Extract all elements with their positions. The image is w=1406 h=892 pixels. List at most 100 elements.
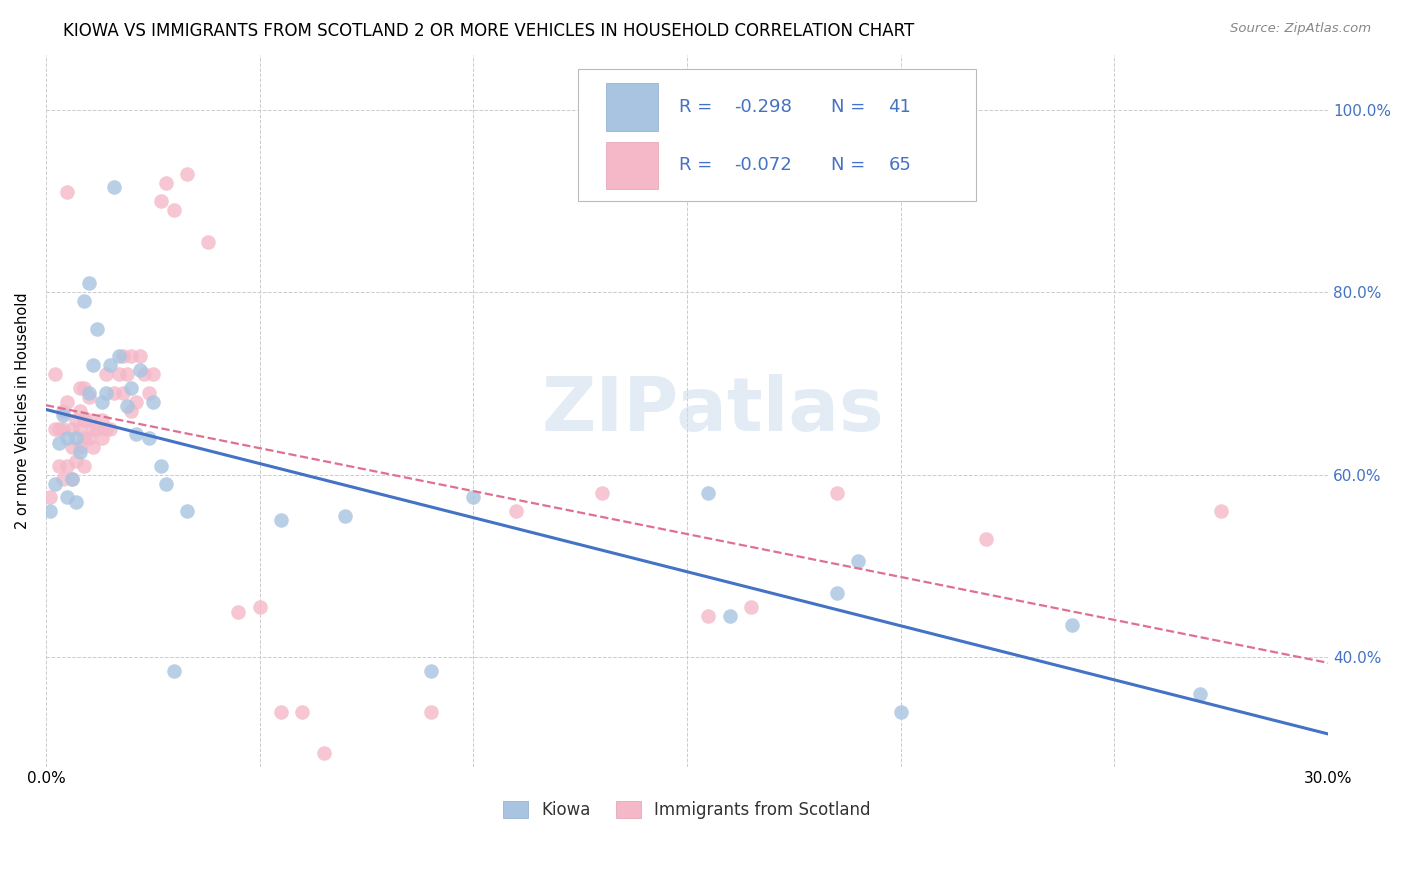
Point (39, 491, 62, 505)
Point (974, 532, 997, 546)
Point (69, 440, 91, 454)
Point (86, 322, 108, 336)
Text: R =: R = (679, 156, 718, 175)
Text: R =: R = (679, 98, 718, 116)
Point (65, 495, 87, 509)
Point (120, 404, 142, 418)
Point (419, 664, 441, 678)
Point (270, 513, 292, 527)
Text: 41: 41 (889, 98, 911, 116)
Point (142, 368, 165, 382)
Point (825, 486, 848, 500)
Point (197, 235, 219, 249)
Point (591, 486, 613, 500)
Point (125, 394, 148, 409)
Point (718, 609, 741, 624)
Point (56, 458, 79, 473)
Point (65, 431, 87, 445)
Point (333, 508, 356, 523)
Point (111, 385, 134, 400)
Point (226, 605, 249, 619)
Point (69, 404, 91, 418)
Point (90, 431, 112, 445)
Point (48, 435, 70, 450)
Point (155, 176, 177, 190)
Point (142, 394, 165, 409)
Point (73, 458, 96, 473)
Point (77, 385, 100, 400)
Point (312, 746, 335, 760)
Point (94, 422, 117, 436)
Text: 65: 65 (889, 156, 911, 175)
Point (52, 472, 75, 486)
Point (138, 431, 160, 445)
Point (103, 385, 125, 400)
Point (69, 422, 91, 436)
Point (1060, 618, 1083, 632)
Text: N =: N = (831, 98, 870, 116)
Text: ZIPatlas: ZIPatlas (541, 375, 884, 448)
Point (129, 363, 152, 377)
Point (120, 381, 142, 395)
Point (120, 349, 142, 363)
Text: -0.072: -0.072 (734, 156, 792, 175)
Point (48, 422, 70, 436)
Point (39, 504, 62, 518)
Point (134, 368, 156, 382)
Point (73, 431, 96, 445)
Point (249, 599, 271, 614)
Point (56, 431, 79, 445)
Point (150, 458, 173, 473)
Point (44, 476, 66, 491)
Point (56, 185, 79, 199)
Point (77, 431, 100, 445)
Point (60, 422, 83, 436)
Y-axis label: 2 or more Vehicles in Household: 2 or more Vehicles in Household (15, 293, 30, 529)
Point (60, 472, 83, 486)
Point (103, 180, 125, 194)
Point (52, 409, 75, 423)
Point (60, 440, 83, 454)
Point (56, 491, 79, 505)
Point (115, 399, 138, 413)
Point (48, 458, 70, 473)
Point (52, 422, 75, 436)
Point (94, 368, 117, 382)
Point (77, 413, 100, 427)
Point (270, 705, 292, 719)
Point (73, 381, 96, 395)
Point (107, 349, 129, 363)
Point (44, 368, 66, 382)
Point (163, 664, 186, 678)
Point (98, 422, 121, 436)
Point (56, 394, 79, 409)
Point (150, 194, 173, 208)
Point (125, 426, 148, 441)
Point (77, 276, 100, 290)
Point (111, 349, 134, 363)
Point (825, 586, 848, 600)
Point (65, 454, 87, 468)
Point (740, 599, 762, 614)
Point (176, 504, 198, 518)
Point (890, 705, 912, 719)
Point (77, 390, 100, 404)
Legend: Kiowa, Immigrants from Scotland: Kiowa, Immigrants from Scotland (496, 794, 877, 826)
Point (463, 491, 485, 505)
FancyBboxPatch shape (606, 83, 658, 131)
Text: KIOWA VS IMMIGRANTS FROM SCOTLAND 2 OR MORE VEHICLES IN HOUSEHOLD CORRELATION CH: KIOWA VS IMMIGRANTS FROM SCOTLAND 2 OR M… (63, 22, 914, 40)
Point (44, 422, 66, 436)
Point (82, 422, 104, 436)
Point (60, 472, 83, 486)
FancyBboxPatch shape (606, 142, 658, 189)
Point (86, 422, 108, 436)
Text: N =: N = (831, 156, 870, 175)
Point (73, 413, 96, 427)
Point (419, 705, 441, 719)
Point (697, 486, 720, 500)
Point (138, 385, 160, 400)
Point (155, 476, 177, 491)
Point (107, 368, 129, 382)
FancyBboxPatch shape (578, 70, 976, 201)
Point (90, 413, 112, 427)
